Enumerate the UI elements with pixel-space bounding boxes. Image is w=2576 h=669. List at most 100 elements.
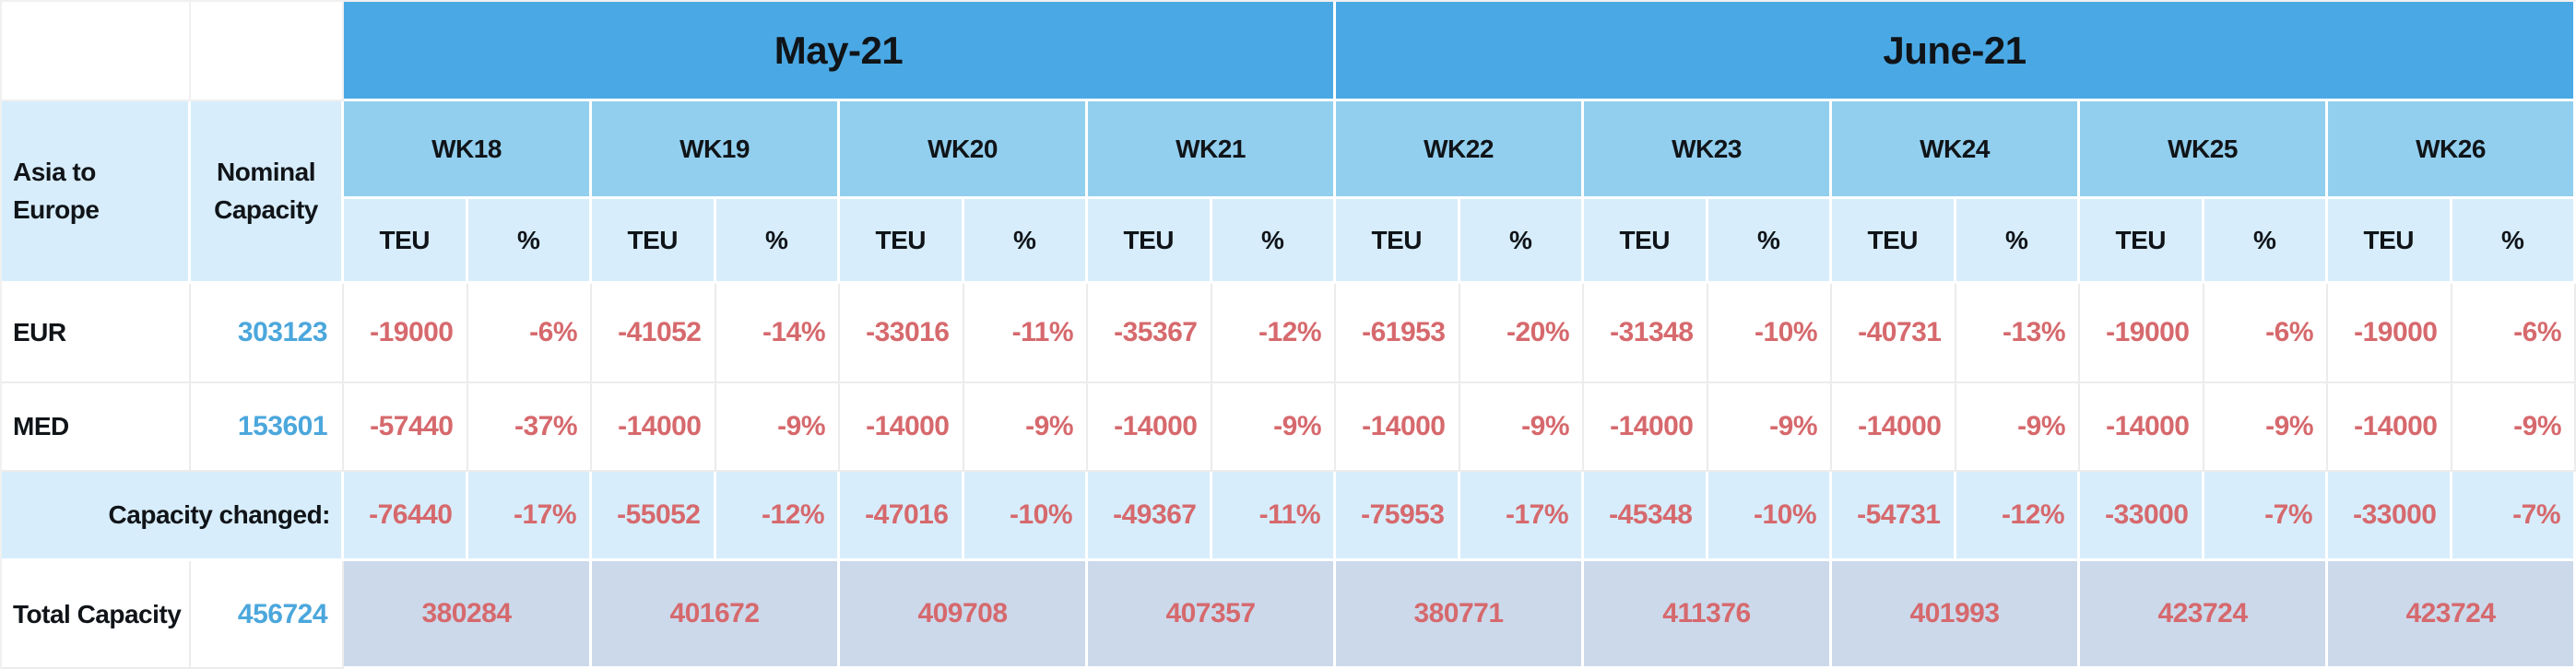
teu-column-header: TEU <box>1088 199 1212 284</box>
total-capacity-label: Total Capacity <box>2 561 191 669</box>
nominal-capacity-value: 303123 <box>191 284 344 383</box>
week-header: WK21 <box>1088 101 1336 199</box>
teu-change-cell: -33016 <box>840 284 964 383</box>
pct-column-header: % <box>1212 199 1337 284</box>
capacity-changed-pct-cell: -7% <box>2204 472 2329 561</box>
capacity-changed-pct-cell: -7% <box>2452 472 2576 561</box>
month-header: May-21 <box>344 2 1336 101</box>
teu-change-cell: -57440 <box>344 383 468 472</box>
week-header: WK20 <box>840 101 1088 199</box>
capacity-changed-pct-cell: -17% <box>468 472 593 561</box>
service-label: EUR <box>2 284 191 383</box>
capacity-changed-teu-cell: -49367 <box>1088 472 1212 561</box>
capacity-changed-teu-cell: -45348 <box>1584 472 1708 561</box>
teu-change-cell: -35367 <box>1088 284 1212 383</box>
capacity-changed-pct-cell: -10% <box>1708 472 1833 561</box>
total-week-value: 380284 <box>344 561 592 669</box>
total-week-value: 401672 <box>592 561 840 669</box>
teu-change-cell: -61953 <box>1336 284 1460 383</box>
pct-change-cell: -9% <box>2204 383 2329 472</box>
teu-change-cell: -14000 <box>1584 383 1708 472</box>
total-week-value: 401993 <box>1832 561 2080 669</box>
capacity-changed-teu-cell: -54731 <box>1832 472 1956 561</box>
teu-change-cell: -19000 <box>2328 284 2452 383</box>
pct-change-cell: -9% <box>964 383 1089 472</box>
pct-column-header: % <box>964 199 1089 284</box>
pct-change-cell: -12% <box>1212 284 1337 383</box>
teu-change-cell: -19000 <box>2080 284 2204 383</box>
month-header: June-21 <box>1336 2 2576 101</box>
teu-column-header: TEU <box>1584 199 1708 284</box>
teu-change-cell: -14000 <box>2080 383 2204 472</box>
pct-change-cell: -37% <box>468 383 593 472</box>
week-header: WK19 <box>592 101 840 199</box>
teu-change-cell: -14000 <box>1088 383 1212 472</box>
pct-column-header: % <box>468 199 593 284</box>
capacity-changed-pct-cell: -12% <box>716 472 841 561</box>
teu-column-header: TEU <box>840 199 964 284</box>
teu-change-cell: -40731 <box>1832 284 1956 383</box>
capacity-changed-pct-cell: -17% <box>1460 472 1585 561</box>
pct-change-cell: -10% <box>1708 284 1833 383</box>
pct-change-cell: -6% <box>2452 284 2576 383</box>
teu-change-cell: -31348 <box>1584 284 1708 383</box>
pct-change-cell: -9% <box>1212 383 1337 472</box>
pct-change-cell: -9% <box>2452 383 2576 472</box>
corner-blank-cell <box>191 2 344 101</box>
pct-change-cell: -9% <box>716 383 841 472</box>
pct-change-cell: -6% <box>2204 284 2329 383</box>
pct-column-header: % <box>2452 199 2576 284</box>
capacity-changed-teu-cell: -33000 <box>2328 472 2452 561</box>
total-week-value: 407357 <box>1088 561 1336 669</box>
pct-column-header: % <box>716 199 841 284</box>
teu-column-header: TEU <box>2080 199 2204 284</box>
week-header: WK22 <box>1336 101 1584 199</box>
pct-change-cell: -11% <box>964 284 1089 383</box>
pct-column-header: % <box>1956 199 2081 284</box>
teu-column-header: TEU <box>592 199 716 284</box>
teu-change-cell: -14000 <box>592 383 716 472</box>
nominal-capacity-header: Nominal Capacity <box>191 101 344 284</box>
total-week-value: 409708 <box>840 561 1088 669</box>
pct-change-cell: -20% <box>1460 284 1585 383</box>
total-week-value: 380771 <box>1336 561 1584 669</box>
pct-change-cell: -13% <box>1956 284 2081 383</box>
total-nominal-value: 456724 <box>191 561 344 669</box>
pct-column-header: % <box>1460 199 1585 284</box>
service-label: MED <box>2 383 191 472</box>
total-week-value: 423724 <box>2328 561 2576 669</box>
nominal-capacity-value: 153601 <box>191 383 344 472</box>
capacity-changed-teu-cell: -75953 <box>1336 472 1460 561</box>
total-week-value: 411376 <box>1584 561 1832 669</box>
week-header: WK24 <box>1832 101 2080 199</box>
teu-change-cell: -14000 <box>2328 383 2452 472</box>
capacity-changed-pct-cell: -10% <box>964 472 1089 561</box>
pct-column-header: % <box>1708 199 1833 284</box>
route-header: Asia to Europe <box>2 101 191 284</box>
pct-change-cell: -9% <box>1460 383 1585 472</box>
capacity-changed-teu-cell: -47016 <box>840 472 964 561</box>
total-week-value: 423724 <box>2080 561 2328 669</box>
teu-column-header: TEU <box>344 199 468 284</box>
pct-change-cell: -9% <box>1708 383 1833 472</box>
teu-column-header: TEU <box>1336 199 1460 284</box>
teu-change-cell: -14000 <box>840 383 964 472</box>
corner-blank-cell <box>2 2 191 101</box>
pct-change-cell: -9% <box>1956 383 2081 472</box>
teu-change-cell: -14000 <box>1336 383 1460 472</box>
capacity-changed-pct-cell: -12% <box>1956 472 2081 561</box>
teu-column-header: TEU <box>2328 199 2452 284</box>
capacity-changed-teu-cell: -55052 <box>592 472 716 561</box>
pct-change-cell: -14% <box>716 284 841 383</box>
pct-column-header: % <box>2204 199 2329 284</box>
capacity-changed-teu-cell: -33000 <box>2080 472 2204 561</box>
teu-change-cell: -14000 <box>1832 383 1956 472</box>
week-header: WK25 <box>2080 101 2328 199</box>
week-header: WK18 <box>344 101 592 199</box>
